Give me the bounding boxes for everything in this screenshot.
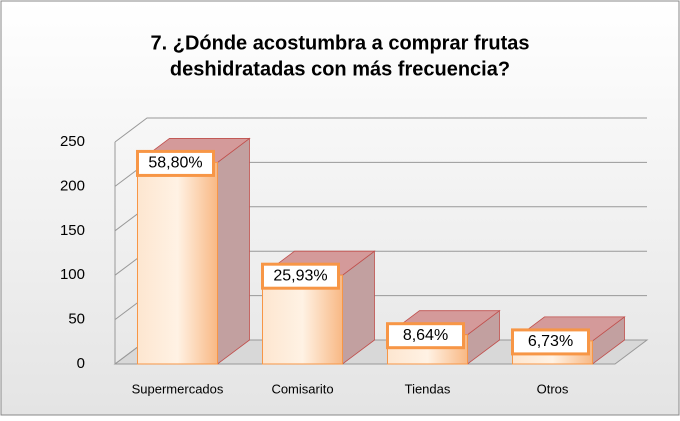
y-tick-label: 50 (68, 311, 85, 328)
bar-side (217, 137, 250, 365)
data-label: 25,93% (273, 267, 327, 284)
y-tick-label: 150 (60, 222, 85, 239)
data-label: 6,73% (528, 333, 573, 350)
chart-subtitle: deshidratadas con más frecuencia? (170, 58, 510, 80)
data-label: 8,64% (403, 327, 448, 344)
x-tick-label: Otros (537, 381, 569, 396)
data-label-box (136, 149, 215, 177)
x-tick-label: Supermercados (132, 381, 224, 396)
x-tick-label: Comisarito (271, 381, 333, 396)
y-tick-label: 250 (60, 133, 85, 150)
y-tick-label: 200 (60, 177, 85, 194)
grid-line (114, 117, 647, 143)
chart-title: 7. ¿Dónde acostumbra a comprar frutas (151, 32, 530, 54)
data-label-box (386, 322, 465, 350)
bar (137, 161, 218, 365)
data-label-box (511, 328, 590, 356)
data-label-box (261, 262, 340, 290)
x-tick-label: Tiendas (405, 381, 451, 396)
data-label: 58,80% (148, 155, 202, 172)
y-tick-label: 0 (77, 355, 85, 372)
bar (262, 274, 343, 365)
y-tick-label: 100 (60, 266, 85, 283)
